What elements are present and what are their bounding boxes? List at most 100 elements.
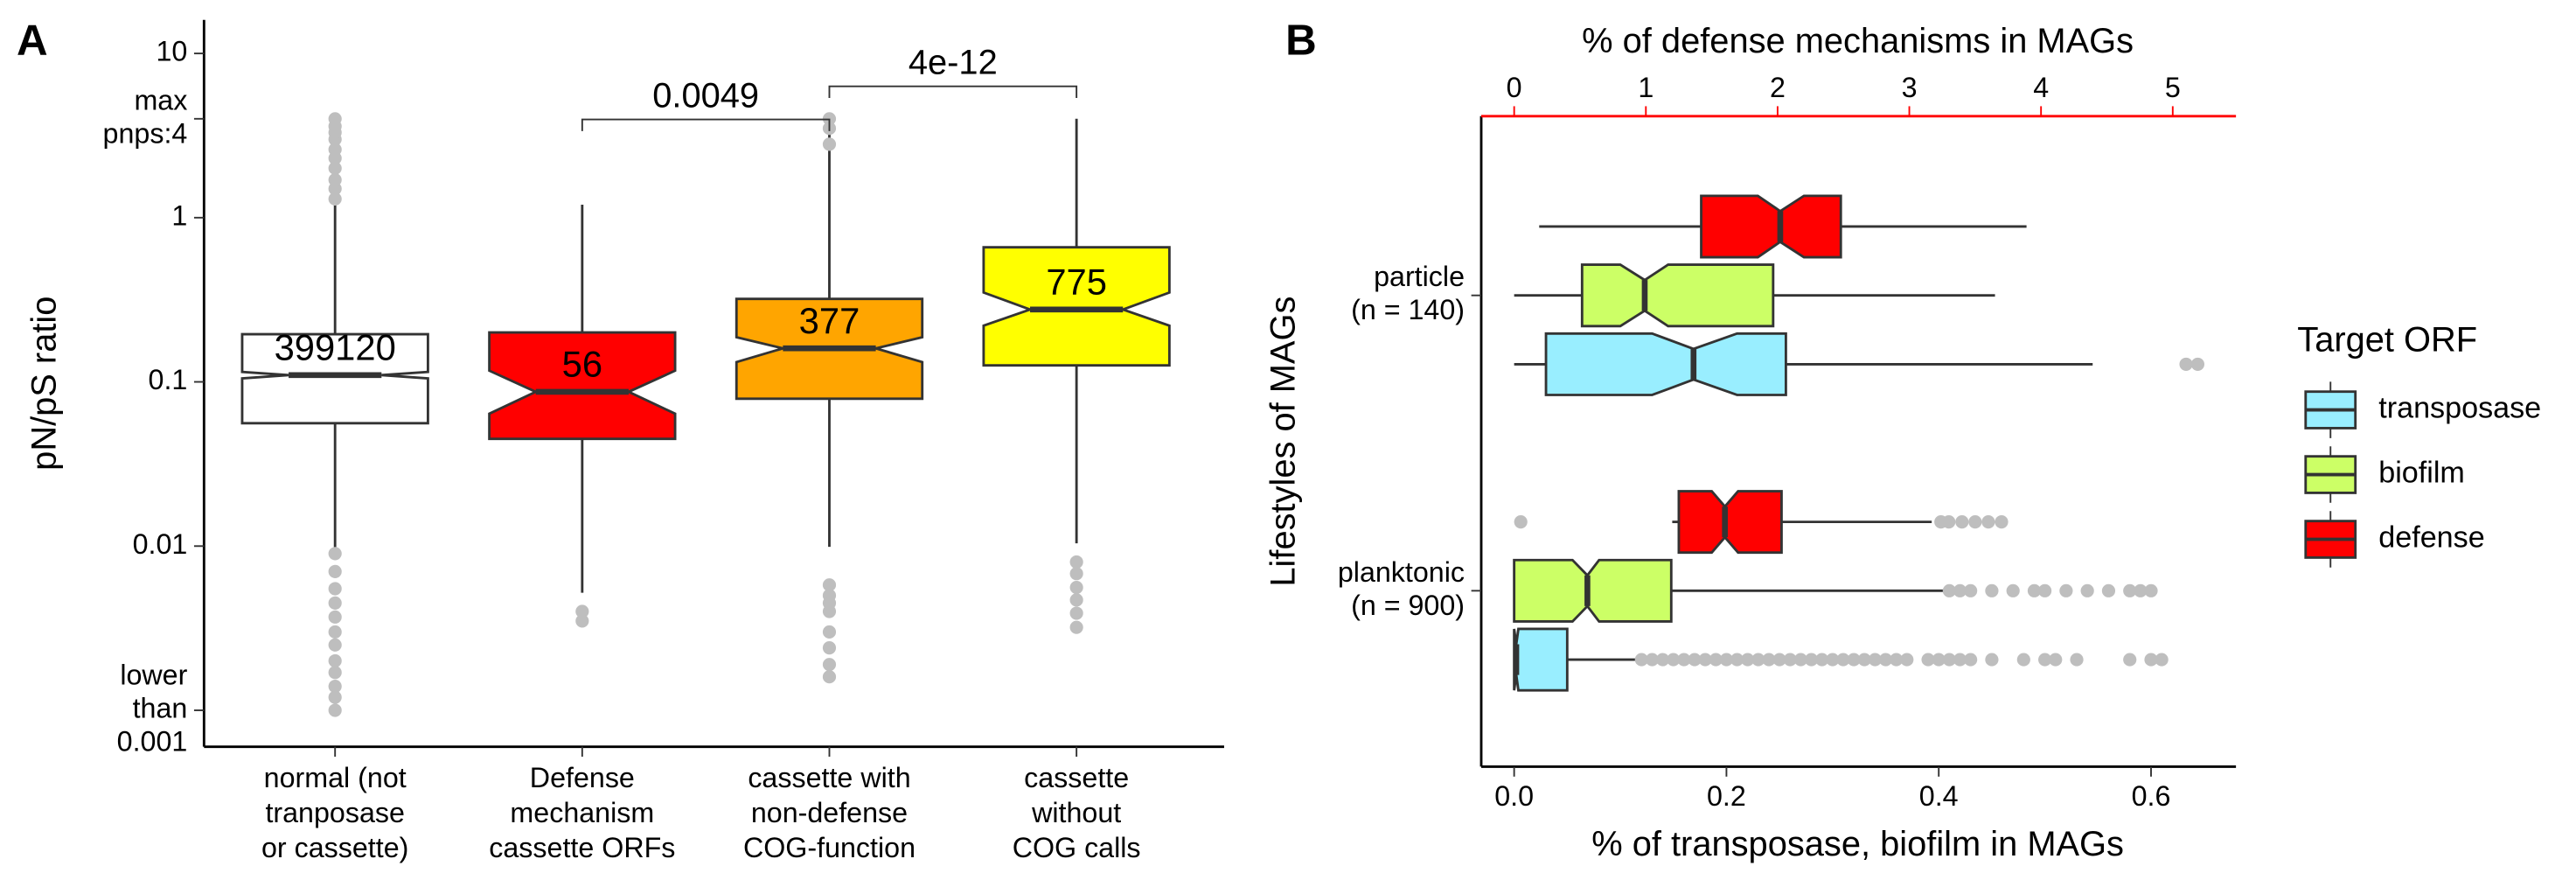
- outlier: [1762, 653, 1776, 667]
- panel-label: B: [1285, 16, 1317, 64]
- outlier: [328, 703, 342, 717]
- x-tick-label: COG-function: [743, 832, 916, 863]
- outlier: [1878, 653, 1893, 667]
- outlier: [1069, 593, 1083, 607]
- significance-label: 4e-12: [909, 44, 998, 82]
- outlier: [2190, 357, 2205, 371]
- outlier: [1995, 515, 2009, 529]
- outlier: [328, 653, 342, 668]
- outlier: [1836, 653, 1850, 667]
- outlier: [1953, 653, 1967, 667]
- outlier: [2038, 583, 2052, 597]
- significance-bracket: [828, 85, 1078, 98]
- box: [240, 332, 429, 425]
- outlier: [822, 625, 837, 639]
- outlier: [328, 161, 342, 175]
- box: [1513, 558, 1673, 623]
- y-tick-label: 0.1: [149, 364, 188, 395]
- count-label: 399120: [275, 326, 396, 367]
- outlier: [2059, 583, 2073, 597]
- outlier: [1964, 653, 1978, 667]
- x-tick-label: cassette with: [748, 762, 910, 793]
- outlier: [2080, 583, 2094, 597]
- outlier: [328, 547, 342, 561]
- x-tick-label: Defense: [530, 762, 635, 793]
- x-tick-label: 0.4: [1919, 780, 1959, 812]
- y-axis-title: pN/pS ratio: [25, 297, 64, 471]
- outlier: [822, 137, 837, 151]
- outlier: [1730, 653, 1744, 667]
- y-tick-label: particle: [1374, 261, 1465, 292]
- y-tick-label: 1: [171, 199, 187, 231]
- outlier: [328, 143, 342, 157]
- y-tick-label: (n = 900): [1351, 590, 1465, 621]
- y-tick-label: than: [133, 693, 188, 724]
- outlier: [1981, 515, 1995, 529]
- outlier: [328, 564, 342, 578]
- outlier: [1709, 653, 1723, 667]
- outlier: [2134, 583, 2148, 597]
- outlier: [822, 578, 837, 592]
- box: [982, 246, 1171, 367]
- outlier: [1645, 653, 1660, 667]
- y-tick-label: 10: [156, 36, 187, 67]
- outlier: [1783, 653, 1797, 667]
- outlier: [2101, 583, 2116, 597]
- outlier: [1514, 515, 1528, 529]
- outlier: [1655, 653, 1670, 667]
- outlier: [2027, 583, 2042, 597]
- x-tick-label: normal (not: [264, 762, 407, 793]
- x2-tick-label: 4: [2033, 72, 2049, 103]
- x2-tick-label: 3: [1902, 72, 1918, 103]
- outlier: [575, 614, 589, 628]
- outlier: [1069, 620, 1083, 634]
- panel-label: A: [17, 16, 48, 64]
- x-tick-label: or cassette): [261, 832, 408, 863]
- y-tick-label: 0.01: [133, 528, 188, 560]
- outlier: [1741, 653, 1755, 667]
- x2-tick-label: 0: [1507, 72, 1522, 103]
- y-tick-label: planktonic: [1338, 556, 1465, 588]
- x-tick-label: without: [1031, 797, 1121, 828]
- outlier: [1932, 653, 1946, 667]
- outlier: [1985, 583, 1999, 597]
- outlier: [1815, 653, 1829, 667]
- outlier: [1900, 653, 1914, 667]
- outlier: [1677, 653, 1691, 667]
- outlier: [1857, 653, 1871, 667]
- outlier: [1698, 653, 1712, 667]
- outlier: [1942, 515, 1956, 529]
- outlier: [328, 625, 342, 639]
- outlier: [328, 192, 342, 206]
- x-tick-label: non-defense: [751, 797, 908, 828]
- outlier: [2123, 653, 2137, 667]
- x-tick-label: cassette: [1024, 762, 1129, 793]
- outlier: [328, 666, 342, 680]
- outlier: [1772, 653, 1786, 667]
- box: [488, 331, 677, 441]
- y-tick-label: pnps:4: [103, 117, 188, 149]
- significance-label: 0.0049: [652, 76, 759, 115]
- outlier: [1921, 653, 1935, 667]
- box: [1513, 627, 1569, 692]
- count-label: 377: [799, 300, 860, 341]
- outlier: [2179, 357, 2193, 371]
- y-tick-label: (n = 140): [1351, 294, 1465, 325]
- outlier: [1751, 653, 1765, 667]
- x2-tick-label: 2: [1770, 72, 1786, 103]
- x2-tick-label: 1: [1638, 72, 1654, 103]
- outlier: [1964, 583, 1978, 597]
- outlier: [328, 596, 342, 610]
- outlier: [2123, 583, 2137, 597]
- outlier: [1847, 653, 1861, 667]
- outlier: [822, 604, 837, 618]
- x-tick-label: COG calls: [1013, 832, 1141, 863]
- x-tick-label: 0.0: [1494, 780, 1534, 812]
- outlier: [1953, 583, 1967, 597]
- legend-title: Target ORF: [2297, 320, 2477, 359]
- x-tick-label: 0.2: [1707, 780, 1746, 812]
- x-tick-label: tranposase: [265, 797, 405, 828]
- outlier: [1069, 555, 1083, 569]
- legend-label: transposase: [2378, 392, 2541, 425]
- outlier: [822, 670, 837, 684]
